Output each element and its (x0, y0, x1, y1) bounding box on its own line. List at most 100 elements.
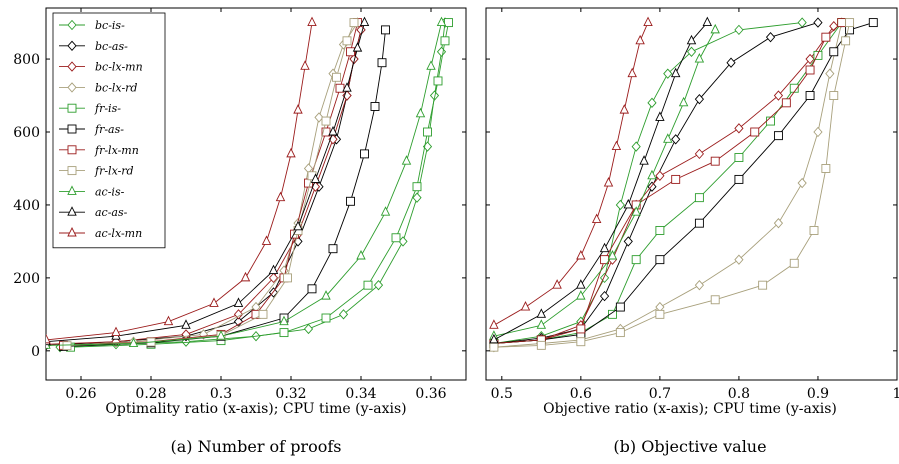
data-point-ac-is- (128, 337, 139, 347)
x-tick-label: 0.26 (65, 386, 96, 402)
data-point-fr-as- (307, 284, 317, 294)
series-line-ac-lx-mn (493, 22, 649, 326)
data-point-ac-lx-mn (293, 104, 303, 114)
x-axis-label-b: Objective ratio (x-axis); CPU time (y-ax… (543, 401, 837, 417)
legend-marker (67, 124, 77, 134)
data-point-ac-as- (686, 34, 697, 45)
data-point-fr-is- (766, 116, 775, 126)
data-point-bc-as- (726, 57, 736, 68)
series-line-fr-as- (493, 22, 874, 344)
data-point-bc-lx-rd (734, 254, 744, 265)
data-point-ac-as- (328, 125, 338, 136)
data-point-bc-is- (686, 46, 697, 57)
data-point-ac-as- (293, 220, 303, 231)
series-line-bc-is- (493, 22, 803, 344)
data-point-ac-as- (352, 42, 363, 52)
panel-b: 0.5 0.6 0.7 0.8 0.9 1 Objective ratio (x-axis… (485, 7, 899, 456)
legend-entry-label: ac-as- (95, 206, 128, 219)
data-point-ac-is- (415, 107, 426, 118)
data-point-fr-lx-mn (821, 32, 831, 42)
data-point-bc-as- (694, 93, 705, 105)
tick-layer-a: 0.26 0.28 0.3 0.32 0.34 0.36 0 200 400 600 800 (13, 8, 466, 402)
data-point-fr-lx-mn (576, 324, 586, 334)
series-line-fr-is- (70, 22, 449, 348)
data-point-bc-is- (631, 141, 641, 152)
plot-frame-b (485, 7, 898, 381)
series-line-ac-is- (493, 29, 716, 337)
data-point-fr-as- (773, 131, 783, 141)
legend-entry-label: fr-as- (94, 123, 124, 136)
legend-entry-label: bc-lx-rd (95, 81, 137, 94)
data-point-fr-lx-rd (321, 116, 331, 126)
data-point-ac-lx-mn (611, 140, 622, 151)
data-point-ac-as- (489, 333, 499, 344)
data-point-ac-lx-mn (46, 333, 51, 344)
data-point-ac-lx-mn (240, 271, 251, 282)
data-point-ac-as- (342, 82, 352, 92)
data-point-bc-lx-rd (825, 68, 835, 79)
data-point-fr-lx-rd (615, 328, 625, 338)
data-point-fr-is- (813, 50, 823, 60)
data-point-ac-lx-mn (111, 326, 121, 337)
legend-marker (67, 19, 77, 31)
data-point-fr-lx-rd (283, 273, 292, 283)
data-point-fr-lx-rd (536, 340, 546, 350)
data-point-ac-is- (536, 319, 547, 329)
data-point-ac-lx-mn (275, 191, 286, 202)
data-point-bc-lx-rd (694, 279, 705, 291)
data-point-fr-is- (423, 127, 432, 137)
data-point-ac-as- (233, 297, 244, 307)
data-point-ac-as- (536, 308, 547, 318)
legend-marker (67, 82, 77, 93)
data-point-fr-lx-rd (489, 342, 499, 352)
data-point-fr-is- (440, 36, 450, 46)
data-point-ac-as- (181, 319, 191, 329)
legend-marker (67, 226, 77, 237)
series-clip-group (489, 16, 878, 353)
data-point-ac-as- (702, 16, 713, 27)
data-point-fr-lx-mn (750, 127, 760, 137)
data-point-fr-is- (363, 280, 373, 290)
x-tick-label: 0.28 (135, 386, 166, 402)
data-point-fr-lx-rd (789, 258, 799, 268)
data-point-ac-as- (655, 111, 665, 121)
data-point-ac-is- (436, 16, 447, 27)
data-point-fr-as- (328, 244, 338, 254)
data-point-fr-as- (377, 58, 387, 68)
legend-entry-label: ac-is- (95, 185, 125, 198)
data-point-ac-as- (268, 264, 279, 275)
data-point-bc-lx-rd (813, 126, 823, 138)
data-point-bc-is- (734, 24, 744, 36)
data-point-fr-lx-rd (809, 226, 819, 235)
data-point-ac-lx-mn (489, 319, 499, 329)
data-point-ac-as- (359, 16, 370, 27)
data-point-fr-as- (381, 25, 390, 35)
data-point-fr-lx-mn (346, 47, 355, 57)
data-point-ac-as- (639, 155, 649, 165)
series-line-fr-lx-rd (493, 22, 851, 348)
series-layer-a (46, 16, 453, 353)
data-point-ac-lx-mn (635, 34, 645, 45)
data-point-ac-lx-mn (520, 301, 531, 311)
y-tick-label: 0 (31, 344, 40, 360)
plot-frame-a (45, 7, 467, 381)
data-point-bc-lx-rd (314, 112, 324, 123)
legend-entry-label: fr-is- (94, 102, 121, 115)
data-point-fr-lx-rd (258, 309, 268, 319)
data-point-ac-is- (279, 315, 289, 326)
legend-marker (67, 145, 77, 155)
data-point-fr-as- (829, 47, 839, 57)
data-point-bc-lx-mn (734, 123, 744, 134)
data-point-bc-lx-mn (694, 148, 705, 160)
data-point-bc-is- (436, 46, 447, 57)
data-point-ac-is- (694, 53, 705, 63)
data-point-fr-as- (734, 174, 744, 184)
legend-entry-label: bc-lx-mn (95, 61, 143, 74)
data-point-bc-as- (233, 316, 244, 327)
data-point-bc-as- (813, 17, 823, 28)
data-point-fr-lx-rd (655, 309, 665, 319)
data-point-bc-lx-mn (773, 90, 784, 101)
legend-entry-label: fr-lx-rd (94, 165, 134, 178)
